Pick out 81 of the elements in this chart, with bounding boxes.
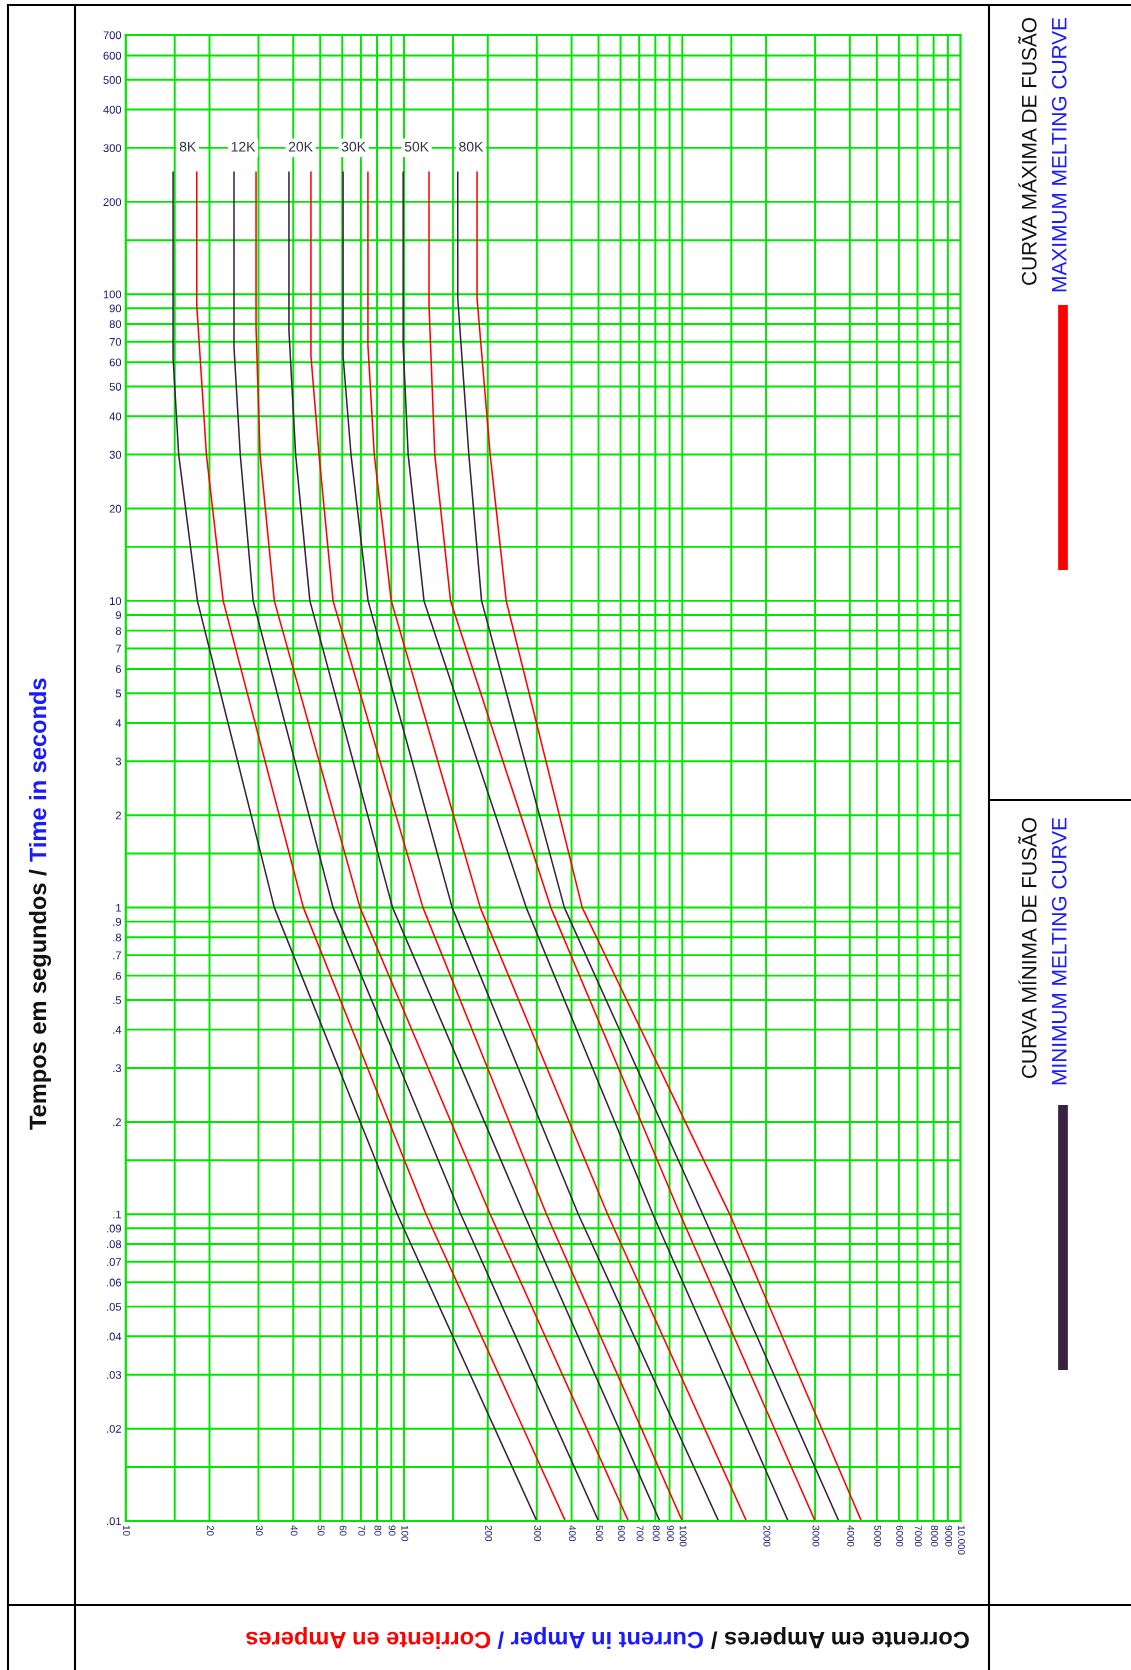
annotation: 12K (231, 141, 256, 152)
y-tick-label: .04 (107, 1332, 122, 1341)
y-tick-label: .07 (107, 1258, 121, 1266)
y-tick-label: .01 (107, 1517, 121, 1526)
y-tick-label: 4 (115, 719, 122, 727)
x-tick-label: 50 (317, 1525, 325, 1536)
x-tick-label: 8000 (931, 1525, 938, 1547)
y-tick-label: .9 (113, 917, 122, 926)
x-tick-label: 60 (339, 1525, 347, 1536)
x-tick-label: 300 (534, 1525, 542, 1542)
x-tick-label: 5000 (874, 1525, 882, 1547)
x-tick-label: 800 (652, 1525, 660, 1542)
y-tick-label: .09 (107, 1224, 122, 1233)
x-tick-label: 200 (485, 1525, 493, 1542)
y-tick-label: 600 (103, 51, 122, 60)
x-tick-label: 10 (123, 1525, 130, 1536)
y-tick-label: 500 (103, 76, 122, 84)
y-tick-label: 40 (109, 412, 122, 421)
y-tick-label: .1 (113, 1210, 121, 1219)
y-tick-label: 400 (103, 105, 122, 114)
y-tick-label: 50 (109, 382, 122, 391)
y-tick-label: .05 (107, 1302, 122, 1311)
y-tick-label: 1 (116, 903, 121, 912)
y-tick-label: .4 (113, 1026, 122, 1034)
y-tick-label: 3 (115, 757, 122, 766)
y-tick-label: 6 (115, 665, 122, 674)
y-tick-label: .08 (107, 1240, 122, 1249)
x-tick-label: 6000 (896, 1525, 904, 1547)
y-tick-label: .03 (107, 1370, 122, 1379)
y-tick-label: 5 (115, 689, 122, 698)
y-tick-label: .8 (113, 933, 122, 942)
annotation: 30K (341, 141, 366, 152)
x-tick-label: 70 (358, 1525, 366, 1536)
y-tick-label: 30 (109, 450, 122, 459)
y-tick-label: .5 (113, 996, 122, 1005)
x-tick-label: 2000 (763, 1525, 771, 1547)
y-tick-label: 100 (103, 290, 122, 299)
y-tick-label: 20 (109, 504, 122, 513)
x-axis-title: Corrente em Amperes / Current in Amper / Corriente en Amperes (246, 1626, 969, 1649)
y-tick-label: 200 (103, 198, 122, 206)
x-tick-label: 10.000 (957, 1525, 965, 1555)
y-axis-title: Tempos em segundos / Time in seconds (28, 678, 52, 1130)
x-tick-label: 30 (255, 1525, 263, 1536)
y-tick-label: 7 (115, 644, 121, 653)
y-tick-label: .3 (113, 1064, 122, 1073)
y-tick-label: 700 (103, 31, 122, 40)
y-tick-label: 90 (109, 304, 122, 313)
y-tick-label: 70 (109, 337, 122, 346)
x-tick-label: 90 (388, 1525, 396, 1536)
x-tick-label: 900 (666, 1525, 674, 1542)
x-tick-label: 4000 (847, 1525, 855, 1547)
x-tick-label: 3000 (812, 1525, 820, 1547)
y-tick-label: 2 (115, 811, 121, 820)
y-tick-label: .06 (107, 1278, 122, 1287)
x-tick-label: 700 (636, 1525, 644, 1542)
annotation: 50K (404, 141, 429, 152)
x-tick-label: 9000 (945, 1525, 953, 1547)
y-tick-label: 8 (115, 626, 122, 635)
x-tick-label: 600 (617, 1525, 625, 1542)
y-tick-label: 80 (109, 320, 122, 329)
annotation: 20K (288, 141, 313, 152)
text: CURVA MÍNIMA DE FUSÃO MINIMUM MELTING CURVE (1018, 817, 1067, 1085)
x-tick-label: 80 (374, 1525, 382, 1536)
x-tick-label: 40 (290, 1525, 298, 1536)
annotation: 8K (179, 141, 197, 152)
y-tick-label: .7 (113, 951, 121, 960)
y-tick-label: .02 (107, 1424, 121, 1433)
x-tick-label: 1000 (679, 1525, 687, 1547)
x-tick-label: 100 (401, 1525, 409, 1542)
x-tick-label: 500 (595, 1525, 603, 1542)
x-tick-label: 7000 (914, 1525, 922, 1547)
y-tick-label: 9 (115, 611, 122, 620)
y-tick-label: .2 (113, 1118, 121, 1126)
y-tick-label: 300 (103, 144, 122, 152)
y-tick-label: 60 (109, 358, 122, 367)
x-tick-label: 20 (206, 1525, 214, 1536)
x-tick-label: 400 (568, 1525, 576, 1542)
annotation: 80K (459, 141, 484, 152)
y-tick-label: 10 (110, 597, 122, 606)
y-tick-label: .6 (113, 971, 122, 980)
text: CURVA MÁXIMA DE FUSÃO MAXIMUM MELTING CURVE (1018, 17, 1067, 292)
